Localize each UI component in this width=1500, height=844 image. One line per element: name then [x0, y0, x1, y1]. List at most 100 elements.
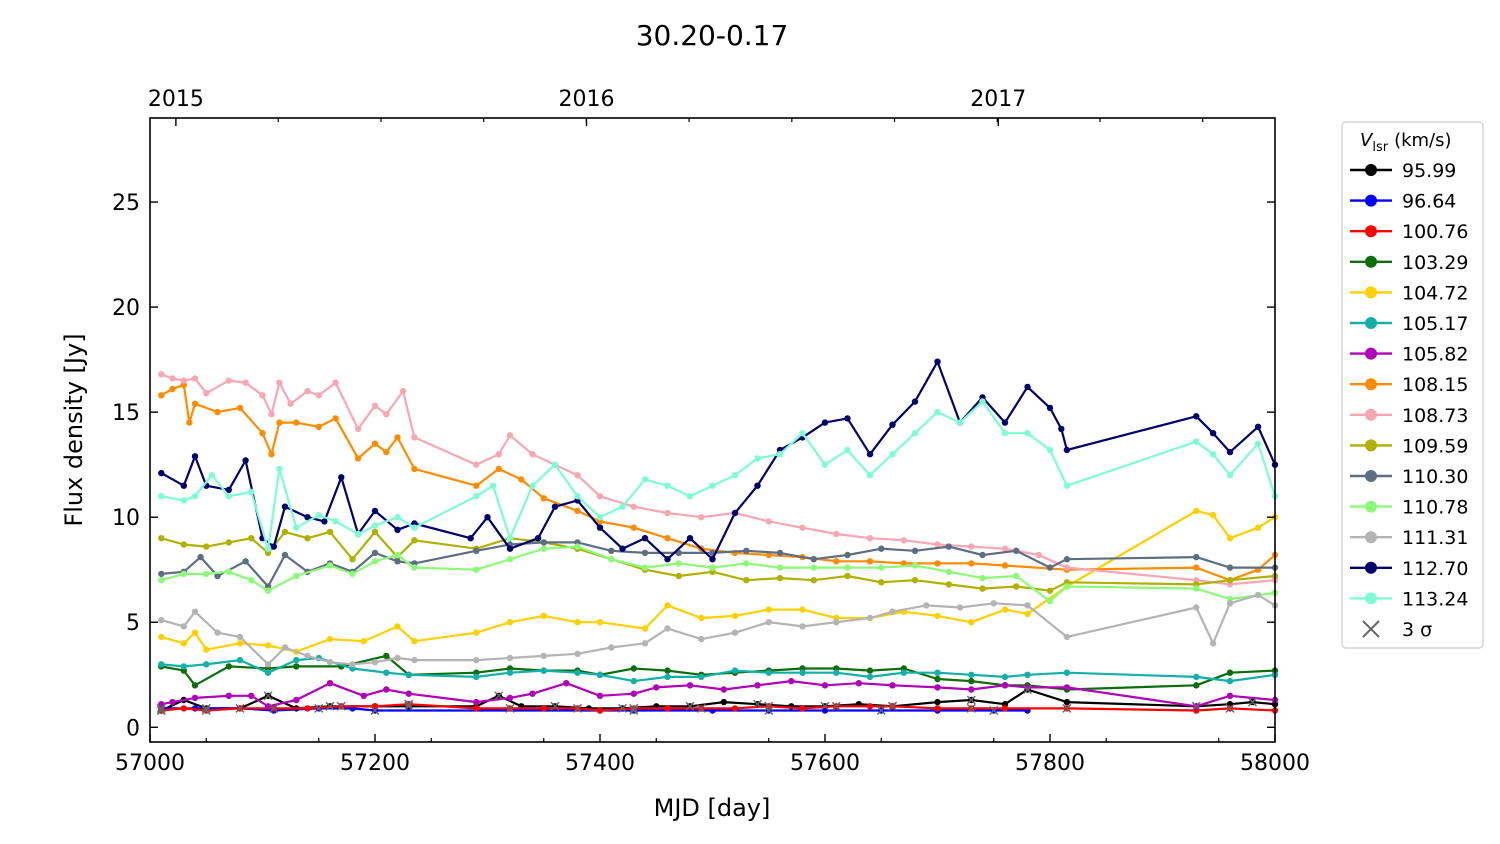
data-point: [934, 669, 941, 676]
data-point: [473, 566, 480, 573]
legend: Vlsr (km/s) 95.99 96.64 100.76 103.29 104.72 1…: [1341, 121, 1484, 649]
data-point: [242, 379, 249, 386]
data-point: [1193, 553, 1200, 561]
data-point: [506, 535, 514, 542]
data-point: [411, 656, 418, 664]
data-point: [315, 423, 322, 430]
legend-entry: 108.73: [1350, 405, 1468, 427]
legend-label-sigma: 3 σ: [1402, 619, 1432, 641]
data-point: [934, 698, 941, 706]
sigma-marker: [1248, 697, 1257, 707]
data-point: [399, 387, 407, 395]
data-point: [1209, 451, 1217, 458]
data-point: [540, 612, 547, 620]
data-point: [844, 446, 851, 454]
data-point: [264, 669, 272, 676]
data-point: [158, 392, 165, 399]
data-point: [1024, 684, 1031, 691]
data-point: [214, 408, 221, 416]
legend-entry: 109.59: [1350, 435, 1468, 457]
data-point: [180, 705, 187, 712]
sigma-marker: [618, 703, 627, 713]
data-point: [675, 560, 682, 567]
data-point: [1001, 682, 1009, 689]
data-point: [945, 568, 952, 575]
data-point: [956, 419, 964, 426]
data-point: [664, 602, 671, 609]
data-point: [158, 616, 165, 624]
data-point: [1063, 564, 1071, 571]
data-point: [653, 684, 660, 691]
data-point: [203, 570, 210, 578]
data-point: [889, 682, 896, 689]
data-point: [664, 509, 671, 517]
legend-label: 95.99: [1402, 160, 1456, 182]
sigma-marker: [201, 705, 211, 715]
data-point: [304, 514, 311, 521]
legend-label: 110.78: [1402, 497, 1468, 519]
data-point: [158, 661, 165, 668]
data-point: [866, 558, 874, 565]
data-point: [326, 680, 334, 687]
data-point: [574, 493, 581, 500]
legend-swatch-marker: [1365, 225, 1377, 238]
data-point: [354, 455, 362, 462]
data-point: [698, 614, 705, 622]
sigma-marker: [404, 699, 414, 709]
legend-swatch-marker: [1365, 500, 1377, 513]
sigma-marker: [629, 705, 639, 715]
data-point: [371, 659, 379, 666]
data-point: [1209, 511, 1217, 519]
data-point: [743, 560, 750, 567]
data-point: [1193, 673, 1200, 681]
sigma-marker: [753, 699, 762, 709]
data-point: [1254, 591, 1262, 599]
data-point: [596, 692, 604, 699]
data-point: [354, 530, 362, 538]
data-point: [664, 705, 671, 712]
data-point: [574, 619, 581, 626]
data-point: [608, 644, 615, 651]
legend-label: 100.76: [1402, 221, 1468, 243]
legend-swatch-marker: [1365, 255, 1377, 268]
data-point: [844, 551, 851, 559]
legend-label: 103.29: [1402, 252, 1468, 274]
data-point: [394, 654, 401, 662]
data-point: [158, 535, 165, 542]
axes-layer: 57000 57200 57400 57600 57800 58000 0 5 10 15 20 25…: [112, 87, 1310, 776]
data-point: [191, 682, 199, 689]
legend-entry: 95.99: [1350, 160, 1456, 182]
data-point: [360, 692, 367, 699]
data-point: [1226, 692, 1234, 699]
y-axis-label: Flux density [Jy]: [60, 333, 88, 526]
sigma-marker: [888, 701, 897, 711]
data-point: [664, 667, 671, 674]
data-point: [731, 509, 739, 517]
data-point: [186, 419, 193, 426]
data-point: [489, 482, 497, 489]
data-point: [326, 659, 334, 666]
data-point: [1024, 671, 1031, 678]
data-point: [1024, 610, 1031, 617]
data-point: [889, 608, 896, 615]
data-point: [1193, 438, 1200, 445]
y-tick-label: 15: [112, 401, 140, 426]
legend-box: [1341, 121, 1484, 649]
data-point: [191, 375, 199, 382]
data-point: [776, 549, 784, 557]
data-point: [664, 625, 671, 632]
data-point: [866, 451, 874, 458]
x-tick-label: 57600: [790, 751, 860, 776]
data-point: [360, 638, 367, 645]
data-point: [979, 398, 986, 405]
data-point: [1013, 547, 1020, 554]
legend-title-v: V: [1360, 130, 1374, 151]
data-point: [534, 535, 542, 542]
data-point: [866, 472, 874, 479]
data-point: [731, 612, 739, 620]
data-point: [911, 430, 919, 437]
data-point: [1013, 572, 1020, 580]
data-point: [394, 526, 401, 533]
data-point: [934, 675, 941, 683]
